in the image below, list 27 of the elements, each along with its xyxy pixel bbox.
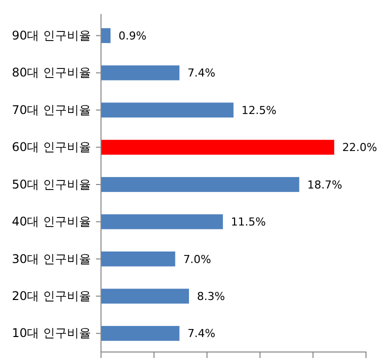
- bar: [101, 252, 176, 266]
- y-tick-label: 50대 인구비율: [12, 177, 91, 192]
- data-label: 7.0%: [183, 252, 212, 266]
- y-tick-label: 30대 인구비율: [12, 252, 91, 266]
- data-label: 7.4%: [187, 327, 216, 340]
- data-label: 7.4%: [187, 66, 216, 80]
- y-tick-label: 60대 인구비율: [12, 140, 91, 154]
- data-label: 22.0%: [342, 141, 378, 154]
- y-tick-label: 70대 인구비율: [12, 102, 91, 117]
- bar: [101, 177, 300, 192]
- y-tick-label: 10대 인구비율: [12, 326, 91, 340]
- bar: [101, 214, 223, 230]
- data-label: 0.9%: [118, 29, 146, 42]
- bar: [101, 102, 234, 118]
- data-label: 11.5%: [230, 216, 266, 229]
- bar: [101, 288, 189, 304]
- data-label: 18.7%: [307, 178, 342, 192]
- bar: [101, 326, 180, 341]
- y-tick-label: 20대 인구비율: [12, 289, 91, 304]
- bar: [101, 140, 334, 155]
- data-label: 12.5%: [242, 104, 276, 117]
- bar: [101, 28, 111, 44]
- data-label: 8.3%: [196, 290, 225, 304]
- bar: [101, 65, 180, 80]
- y-tick-label: 90대 인구비율: [12, 28, 91, 42]
- y-tick-label: 40대 인구비율: [12, 214, 91, 229]
- y-tick-label: 80대 인구비율: [12, 66, 91, 80]
